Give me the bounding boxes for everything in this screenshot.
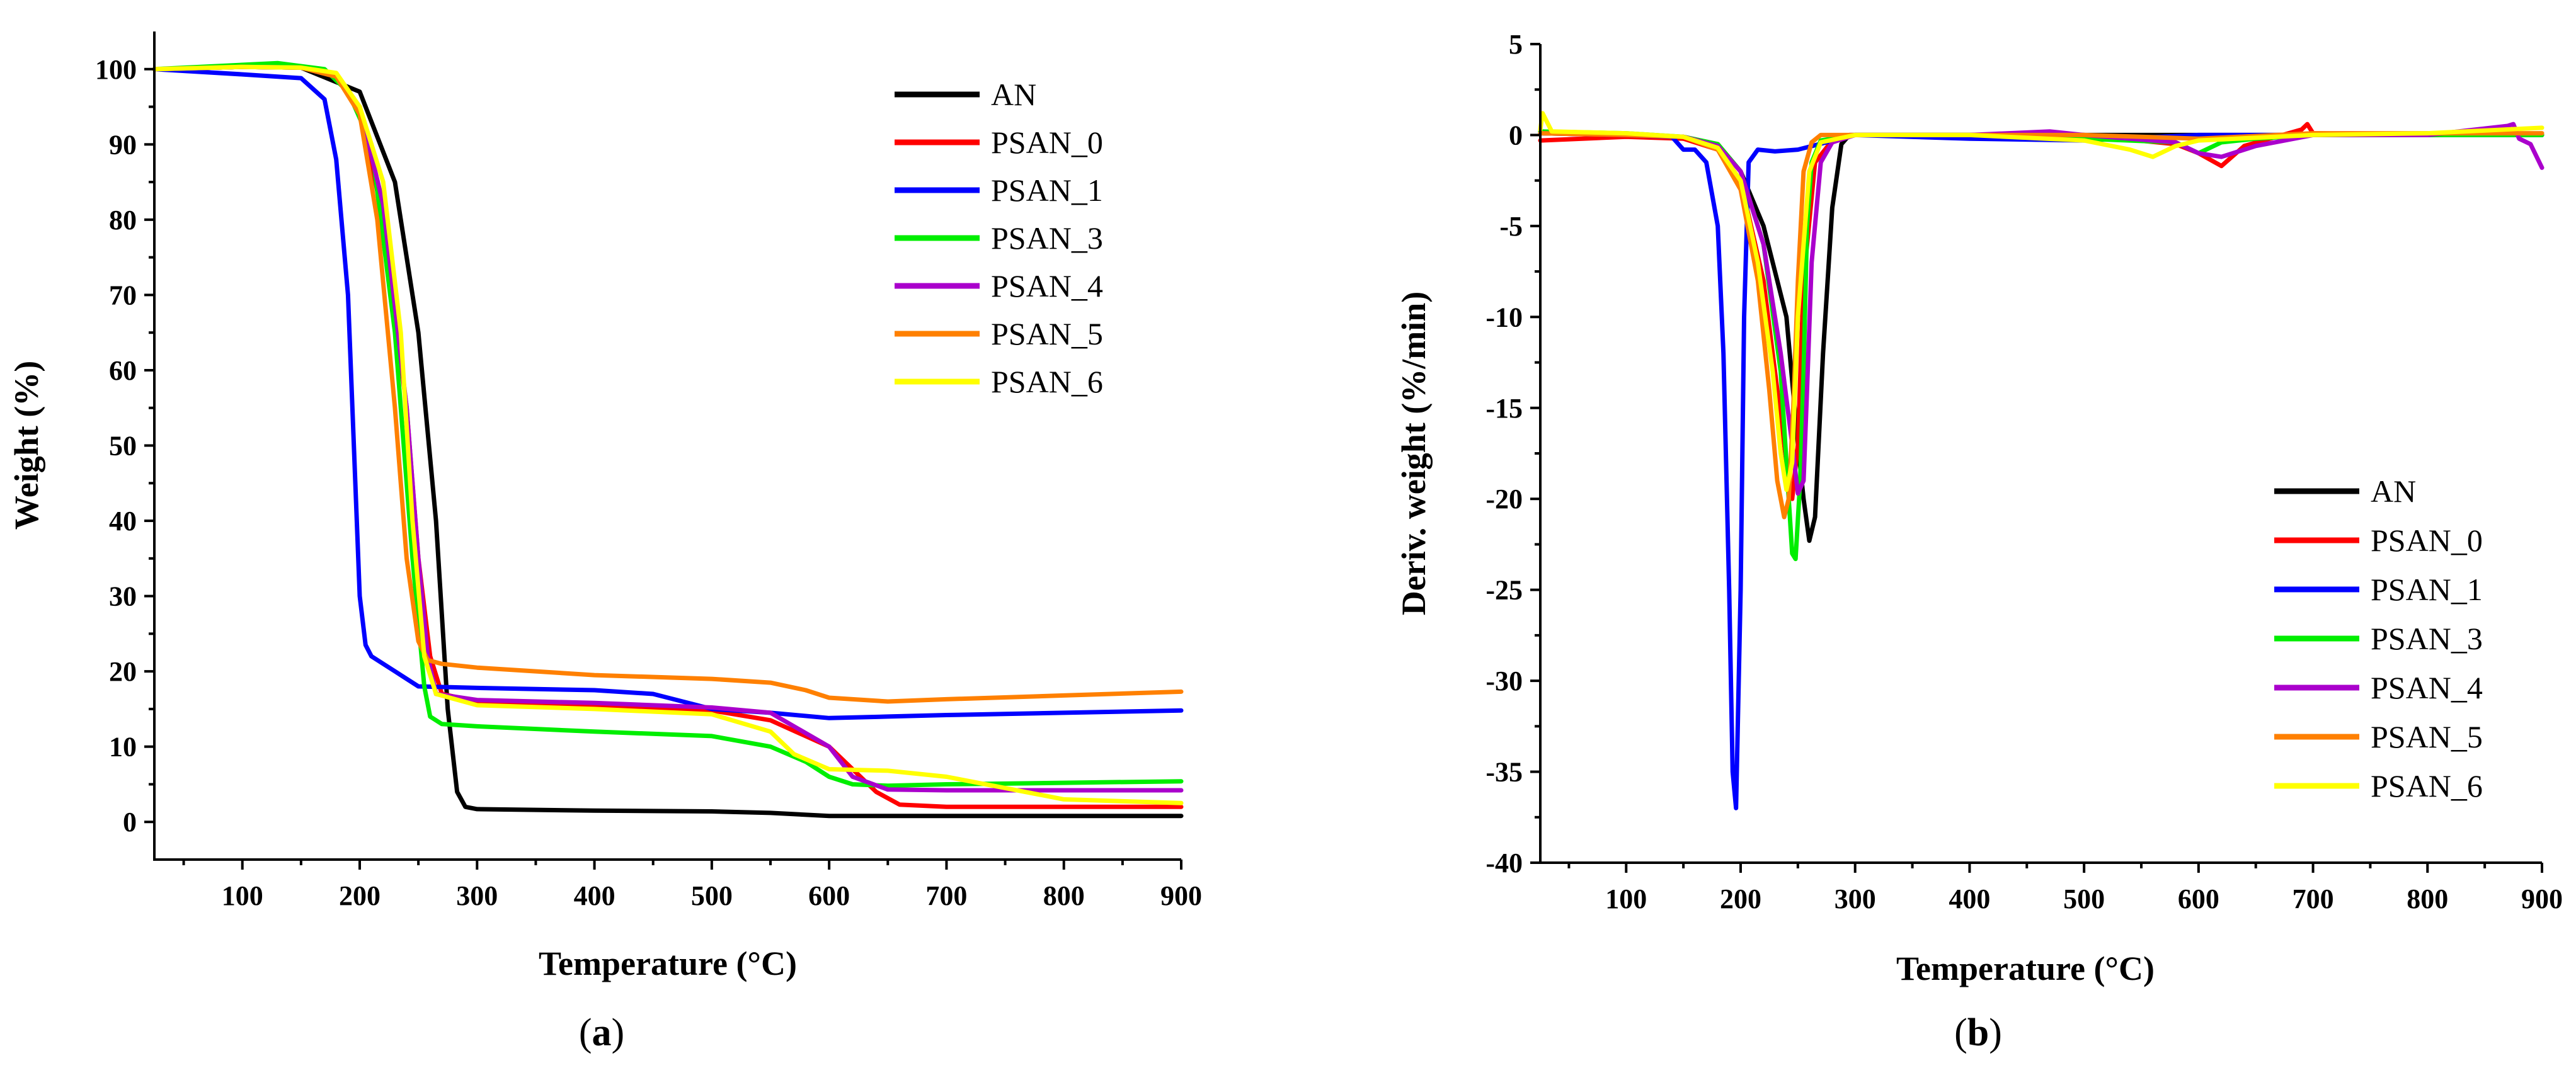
x-tick-label: 300 [456,880,498,911]
chart-a-panel-label: (a) [579,1011,624,1054]
chart-b-xlabel: Temperature (°C) [1896,950,2155,987]
x-tick-label: 700 [2293,883,2334,914]
legend-label: PSAN_4 [991,268,1103,304]
y-tick-label: 80 [109,205,137,236]
y-tick-label: -20 [1485,484,1523,514]
chart-a-xlabel: Temperature (°C) [539,945,797,982]
y-tick-label: 40 [109,506,137,537]
x-tick-label: 900 [2521,883,2563,914]
series-psan-1 [1538,131,2545,810]
y-tick-label: 100 [95,54,137,85]
y-tick-label: 70 [109,280,137,310]
legend-label: PSAN_1 [2371,572,2483,607]
y-tick-label: 30 [109,581,137,612]
y-tick-label: 60 [109,355,137,386]
y-tick-label: 20 [109,656,137,687]
legend-label: PSAN_0 [991,125,1103,160]
y-tick-label: 0 [1509,120,1523,151]
y-tick-label: -30 [1485,666,1523,696]
y-tick-label: -25 [1485,575,1523,606]
legend-label: PSAN_5 [991,316,1103,351]
series-psan-0 [1538,122,2545,501]
chart-b-derivative: 5 0 -5 -10 -15 -20 -25 -30 -35 -40 100 200 300 400 500… [1395,29,2563,1054]
chart-b-axes: 5 0 -5 -10 -15 -20 -25 -30 -35 -40 100 200 300 400 500… [1485,29,2563,914]
x-tick-label: 600 [808,880,850,911]
series-psan-4 [1538,122,2545,496]
series-psan-5 [1538,131,2545,520]
x-tick-label: 600 [2178,883,2219,914]
chart-b-ylabel: Deriv. weight (%/min) [1395,292,1433,615]
x-tick-label: 200 [339,880,381,911]
series-psan-6 [152,64,1184,805]
chart-b-panel-label: (b) [1954,1011,2002,1054]
x-tick-label: 800 [1043,880,1085,911]
legend-label: PSAN_6 [991,364,1103,399]
x-tick-label: 500 [691,880,733,911]
legend-label: PSAN_0 [2371,523,2483,558]
chart-a-ylabel: Weight (%) [8,361,45,530]
x-tick-label: 200 [1720,883,1761,914]
y-tick-label: -5 [1499,211,1523,242]
x-tick-label: 900 [1160,880,1202,911]
panel-a-letter: a [592,1011,612,1054]
y-tick-label: -40 [1485,848,1523,878]
chart-a-weight: 0 10 20 30 40 50 60 70 80 90 100 100 200 300 400 500 600… [8,31,1202,1054]
chart-b-legend: AN PSAN_0 PSAN_1 PSAN_3 PSAN_4 PSAN_5 PSAN_6 [2274,474,2483,804]
chart-a-legend: AN PSAN_0 PSAN_1 PSAN_3 PSAN_4 PSAN_5 PSAN_6 [895,77,1103,399]
chart-a-series [152,60,1184,819]
x-tick-label: 800 [2407,883,2448,914]
x-tick-label: 400 [574,880,615,911]
series-psan-1 [152,67,1184,720]
legend-label: PSAN_4 [2371,670,2483,705]
y-tick-label: 5 [1509,29,1523,60]
chart-b-series [1538,111,2545,810]
axis-spines [153,31,1181,861]
legend-label: AN [991,77,1036,112]
y-tick-label: 50 [109,431,137,462]
x-tick-label: 400 [1949,883,1990,914]
x-tick-label: 300 [1835,883,1876,914]
y-tick-label: 10 [109,732,137,763]
y-tick-label: 90 [109,129,137,160]
y-tick-label: -10 [1485,302,1523,332]
y-tick-label: -15 [1485,393,1523,424]
y-tick-label: -35 [1485,757,1523,788]
chart-a-axes: 0 10 20 30 40 50 60 70 80 90 100 100 200 300 400 500 600… [95,31,1202,911]
x-tick-label: 100 [222,880,263,911]
series-an [152,64,1184,819]
legend-label: PSAN_1 [991,173,1103,208]
x-tick-label: 500 [2063,883,2105,914]
series-psan-6 [1538,111,2545,492]
y-tick-label: 0 [123,807,137,838]
legend-label: PSAN_5 [2371,719,2483,754]
panel-b-letter: b [1967,1011,1989,1054]
legend-label: AN [2371,474,2416,509]
legend-label: PSAN_3 [991,220,1103,256]
series-psan-5 [152,64,1184,704]
legend-label: PSAN_3 [2371,621,2483,656]
x-tick-label: 100 [1605,883,1647,914]
x-tick-label: 700 [925,880,967,911]
legend-label: PSAN_6 [2371,768,2483,804]
